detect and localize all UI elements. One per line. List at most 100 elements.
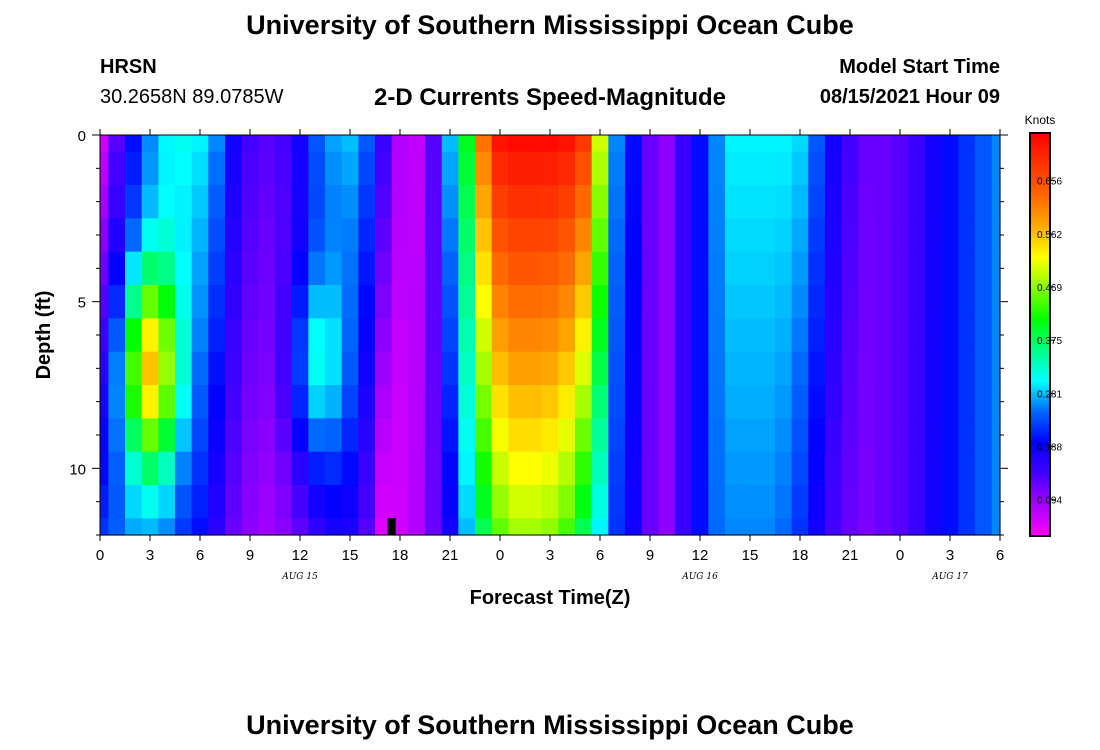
heatmap-cell (541, 518, 559, 536)
heatmap-cell (275, 351, 293, 386)
heatmap-cell (691, 385, 709, 419)
heatmap-cell (841, 518, 859, 536)
heatmap-cell (825, 251, 843, 286)
heatmap-cell (125, 451, 143, 486)
heatmap-cell (525, 451, 543, 486)
heatmap-cell (641, 318, 659, 353)
heatmap-cell (791, 451, 809, 486)
heatmap-cell (341, 418, 359, 453)
heatmap-cell (125, 135, 143, 153)
heatmap-cell (991, 351, 1001, 386)
heatmap-cell (741, 218, 759, 253)
heatmap-cell (458, 285, 476, 319)
heatmap-cell (875, 135, 893, 153)
heatmap-cell (158, 151, 176, 186)
heatmap-cell (208, 318, 226, 353)
heatmap-cell (175, 185, 193, 219)
heatmap-cell (441, 285, 459, 319)
heatmap-cell (575, 285, 593, 319)
heatmap-cell (241, 351, 259, 386)
heatmap-cell (891, 351, 909, 386)
heatmap-cell (741, 185, 759, 219)
heatmap-cell (758, 485, 776, 519)
day-label: AUG 17 (931, 572, 968, 582)
heatmap-cell (925, 285, 943, 319)
heatmap-cell (275, 185, 293, 219)
heatmap-cell (175, 218, 193, 253)
heatmap-cell (375, 318, 393, 353)
heatmap-cell (100, 318, 109, 353)
heatmap-cell (475, 518, 493, 536)
heatmap-cell (375, 251, 393, 286)
heatmap-cell (208, 218, 226, 253)
heatmap-cell (341, 135, 359, 153)
heatmap-cell (891, 518, 909, 536)
heatmap-cell (275, 518, 293, 536)
heatmap-cell (475, 285, 493, 319)
heatmap-cell (158, 518, 176, 536)
heatmap-cell (858, 451, 876, 486)
heatmap-cell (241, 135, 259, 153)
heatmap-cell (675, 218, 693, 253)
heatmap-cell (875, 185, 893, 219)
heatmap-cell (475, 251, 493, 286)
heatmap-cell (225, 185, 243, 219)
heatmap-cell (441, 351, 459, 386)
heatmap-cell (808, 451, 826, 486)
heatmap-cell (475, 418, 493, 453)
heatmap-cell (208, 285, 226, 319)
model-start-label: Model Start Time (839, 56, 1000, 78)
heatmap-cell (608, 251, 626, 286)
colorbar: Knots 0.094 0.188 0.281 0.375 0.469 0.562 0.656 (1025, 113, 1062, 537)
heatmap-cell (891, 485, 909, 519)
heatmap-cell (375, 285, 393, 319)
heatmap-cell (475, 185, 493, 219)
chart-title: 2-D Currents Speed-Magnitude (373, 84, 727, 111)
heatmap-cell (441, 518, 459, 536)
heatmap-cell (991, 518, 1001, 536)
heatmap-cell (441, 218, 459, 253)
heatmap-cell (558, 518, 576, 536)
heatmap-cell (575, 318, 593, 353)
heatmap-cell (275, 385, 293, 419)
heatmap-cell (741, 485, 759, 519)
heatmap-cell (791, 418, 809, 453)
heatmap-cell (441, 418, 459, 453)
heatmap-cell (641, 251, 659, 286)
heatmap-cell (158, 485, 176, 519)
heatmap-cell (325, 518, 343, 536)
heatmap-cell (391, 418, 409, 453)
heatmap-cell (175, 385, 193, 419)
heatmap-cell (525, 385, 543, 419)
heatmap-cell (241, 251, 259, 286)
heatmap-cell (625, 218, 643, 253)
heatmap-cell (741, 385, 759, 419)
heatmap-cell (191, 518, 209, 536)
heatmap-cell (475, 135, 493, 153)
x-axis-label: Forecast Time(Z) (470, 587, 631, 609)
heatmap-cell (141, 185, 159, 219)
heatmap-cell (791, 318, 809, 353)
heatmap-cell (325, 218, 343, 253)
heatmap-cell (591, 318, 609, 353)
heatmap-cell (258, 518, 276, 536)
heatmap-cell (341, 385, 359, 419)
heatmap-cell (475, 151, 493, 186)
heatmap-cell (275, 135, 293, 153)
heatmap-cell (575, 351, 593, 386)
heatmap-cell (408, 385, 426, 419)
heatmap-cell (558, 135, 576, 153)
heatmap-cell (191, 185, 209, 219)
heatmap-cell (391, 351, 409, 386)
heatmap-cell (675, 318, 693, 353)
heatmap-cell (100, 485, 109, 519)
heatmap-cell (391, 485, 409, 519)
heatmap-cell (241, 318, 259, 353)
heatmap-cell (708, 418, 726, 453)
heatmap-cell (675, 251, 693, 286)
heatmap-cell (191, 285, 209, 319)
day-label: AUG 16 (681, 572, 718, 582)
heatmap-cell (125, 351, 143, 386)
heatmap-cell (108, 385, 126, 419)
heatmap-cell (358, 418, 376, 453)
